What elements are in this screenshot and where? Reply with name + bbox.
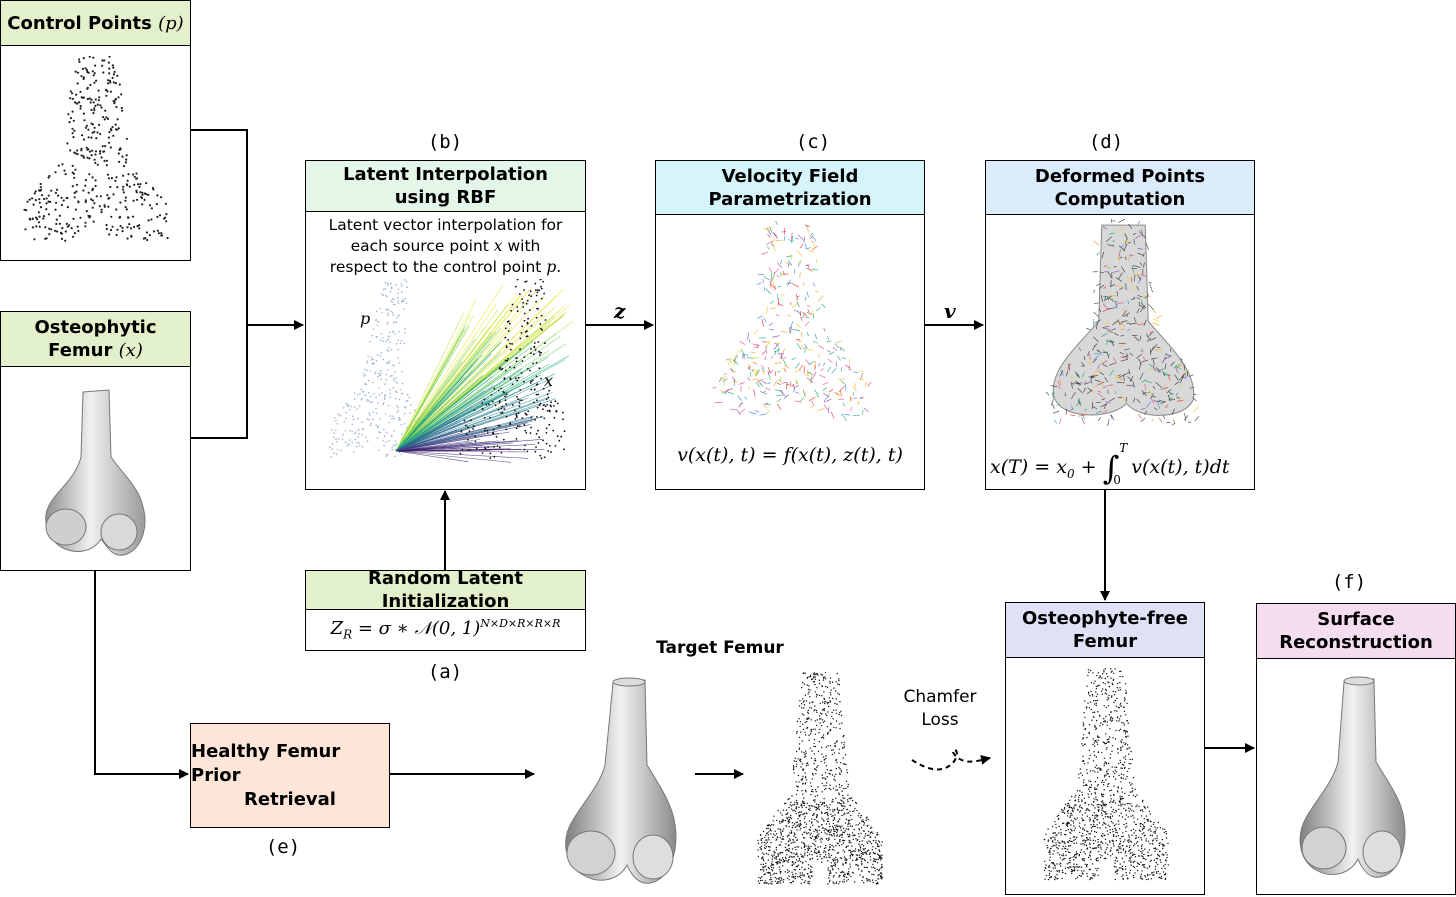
latent-desc-sym-p: p. xyxy=(546,258,562,276)
random-eq-sub: R xyxy=(343,627,353,642)
deformed-int-upper: T xyxy=(1119,441,1128,455)
arrow-inputs-to-latent xyxy=(190,129,248,439)
reconstructed-surface-mesh xyxy=(1299,676,1406,878)
osteophytic-femur-mesh xyxy=(45,389,146,556)
osteophytic-femur-box: Osteophytic Femur (x) xyxy=(0,311,191,571)
surface-title-line1: Surface xyxy=(1317,609,1395,630)
prior-title-line1: Healthy Femur Prior xyxy=(191,740,341,786)
latent-label-x: x xyxy=(544,371,554,390)
velocity-title-line1: Velocity Field xyxy=(721,165,859,187)
latent-interpolation-header: Latent Interpolation using RBF xyxy=(306,161,585,212)
velocity-field-box: Velocity Field Parametrization v(x(t), t… xyxy=(655,160,925,490)
random-latent-equation: ZR = σ ∗ 𝒩(0, 1)N×D×R×R×R xyxy=(306,617,585,642)
control-points-box: Control Points (p) xyxy=(0,0,191,261)
target-femur-label: Target Femur xyxy=(656,638,784,658)
random-eq-sup: N×D×R×R×R xyxy=(480,617,561,630)
latent-interpolation-box: Latent Interpolation using RBF Latent ve… xyxy=(305,160,586,490)
surface-title-line2: Reconstruction xyxy=(1279,632,1433,653)
latent-desc-line2a: each source point xyxy=(350,237,489,255)
arrow-femur-to-prior xyxy=(94,571,189,779)
latent-description: Latent vector interpolation for each sou… xyxy=(310,215,581,278)
osteophyte-free-box: Osteophyte-free Femur xyxy=(1005,602,1205,895)
chamfer-line1: Chamfer xyxy=(903,687,977,707)
latent-desc-line3a: respect to the control point xyxy=(329,258,542,276)
velocity-title-line2: Parametrization xyxy=(708,188,872,210)
chamfer-line2: Loss xyxy=(921,710,959,730)
random-eq-base: Z xyxy=(330,618,344,639)
deformed-int-lower: 0 xyxy=(1113,473,1121,487)
arrow-label-v: v xyxy=(944,299,956,323)
deformed-eq-sub: 0 xyxy=(1066,466,1075,481)
deformed-eq-lhs: x(T) = x xyxy=(990,456,1067,478)
deformed-points-visualization xyxy=(1046,219,1200,427)
deformed-equation: x(T) = x0 + ∫ T 0 v(x(t), t)dt xyxy=(990,441,1230,487)
chamfer-dashed-arrow xyxy=(911,748,991,771)
target-femur-points xyxy=(757,672,883,885)
osteophytic-symbol: (x) xyxy=(118,340,143,361)
random-latent-header: Random Latent Initialization xyxy=(306,568,585,612)
label-d: (d) xyxy=(1088,131,1124,153)
random-latent-box: Random Latent Initialization ZR = σ ∗ 𝒩(… xyxy=(305,568,586,651)
chamfer-loss-label: Chamfer Loss xyxy=(895,686,985,732)
free-title-line2: Femur xyxy=(1072,631,1138,652)
label-c: (c) xyxy=(795,131,831,153)
interpolation-visualization xyxy=(329,279,573,463)
latent-desc-line2b: with xyxy=(507,237,541,255)
osteophytic-title-line2: Femur xyxy=(48,340,113,361)
label-a: (a) xyxy=(427,661,463,683)
latent-desc-sym-x: x xyxy=(493,237,503,255)
control-points-cloud xyxy=(23,56,169,242)
arrow-label-z: z xyxy=(614,299,626,323)
surface-reconstruction-box: Surface Reconstruction xyxy=(1256,603,1456,895)
latent-title-line1: Latent Interpolation xyxy=(343,164,548,185)
prior-retrieval-box: Healthy Femur Prior Retrieval xyxy=(190,723,390,828)
velocity-field-visualization xyxy=(712,221,872,421)
deformed-title-line1: Deformed Points xyxy=(1034,165,1206,187)
label-e: (e) xyxy=(265,836,301,858)
osteophyte-free-points xyxy=(1043,668,1169,881)
target-femur-mesh xyxy=(565,677,677,884)
prior-title-line2: Retrieval xyxy=(244,788,336,810)
random-eq-mid: = σ ∗ 𝒩(0, 1) xyxy=(352,618,481,639)
control-points-symbol: (p) xyxy=(158,12,184,34)
velocity-equation: v(x(t), t) = f(x(t), z(t), t) xyxy=(677,444,903,466)
control-points-header: Control Points (p) xyxy=(1,1,190,46)
free-title-line1: Osteophyte-free xyxy=(1021,608,1189,629)
deformed-title-line2: Computation xyxy=(1054,188,1186,210)
surface-reconstruction-header: Surface Reconstruction xyxy=(1257,604,1455,659)
latent-label-p: p xyxy=(360,309,371,328)
deformed-eq-plus: + xyxy=(1074,456,1103,478)
latent-desc-line1: Latent vector interpolation for xyxy=(328,216,563,234)
osteophytic-femur-header: Osteophytic Femur (x) xyxy=(1,312,190,367)
deformed-points-box: Deformed Points Computation x(T) = x0 + … xyxy=(985,160,1255,490)
velocity-field-header: Velocity Field Parametrization xyxy=(656,161,924,215)
label-b: (b) xyxy=(427,131,463,153)
latent-title-line2: using RBF xyxy=(394,187,497,208)
label-f: (f) xyxy=(1331,571,1367,593)
osteophytic-title-line1: Osteophytic xyxy=(34,317,157,338)
deformed-points-header: Deformed Points Computation xyxy=(986,161,1254,215)
control-points-title: Control Points xyxy=(7,12,152,34)
osteophyte-free-header: Osteophyte-free Femur xyxy=(1006,603,1204,658)
deformed-eq-rhs: v(x(t), t)dt xyxy=(1131,456,1230,478)
